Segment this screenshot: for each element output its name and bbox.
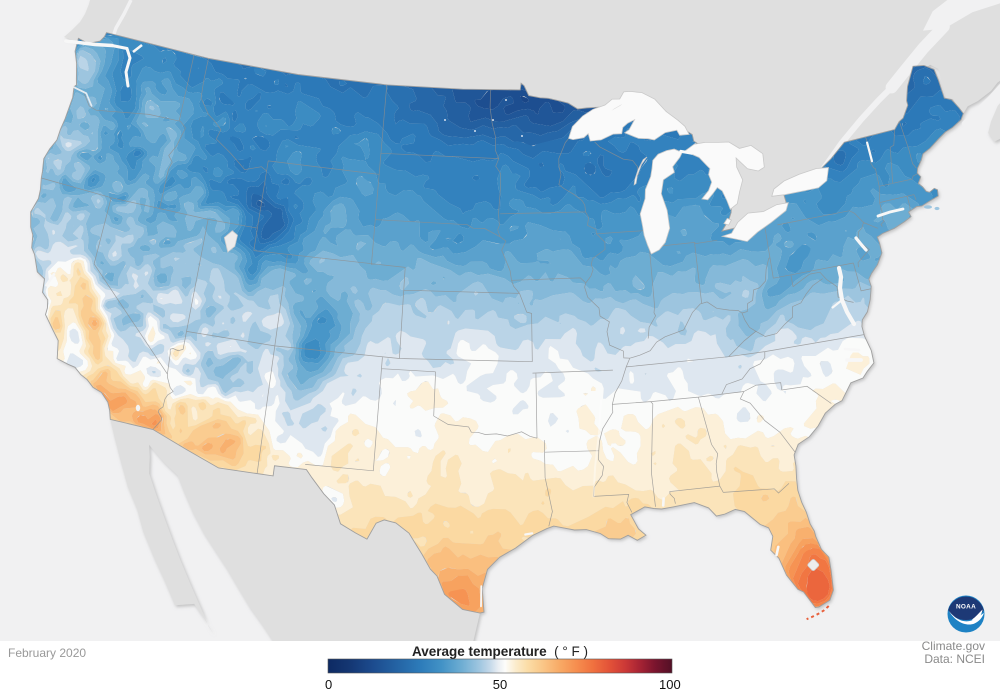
- svg-text:NOAA: NOAA: [956, 604, 976, 611]
